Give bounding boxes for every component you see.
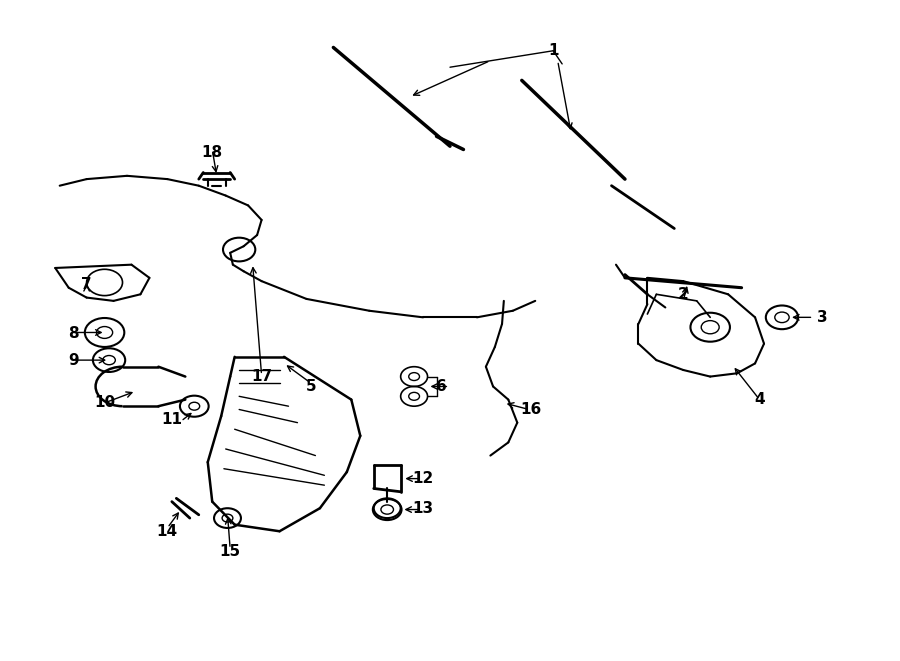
Text: 5: 5 [306,379,316,394]
Text: 16: 16 [520,402,542,417]
Text: 7: 7 [81,277,92,292]
Text: 14: 14 [157,524,178,539]
Text: 1: 1 [548,43,558,58]
Text: 18: 18 [202,145,223,160]
Text: 12: 12 [412,471,434,486]
Text: 13: 13 [412,501,434,516]
Text: 10: 10 [94,395,115,410]
Text: 6: 6 [436,379,446,394]
Text: 8: 8 [68,327,78,341]
Text: 17: 17 [251,369,272,384]
Text: 3: 3 [817,310,828,325]
Text: 2: 2 [678,287,688,302]
Text: 11: 11 [161,412,183,427]
Text: 15: 15 [220,543,240,559]
Text: 4: 4 [754,392,765,407]
Text: 9: 9 [68,352,78,368]
